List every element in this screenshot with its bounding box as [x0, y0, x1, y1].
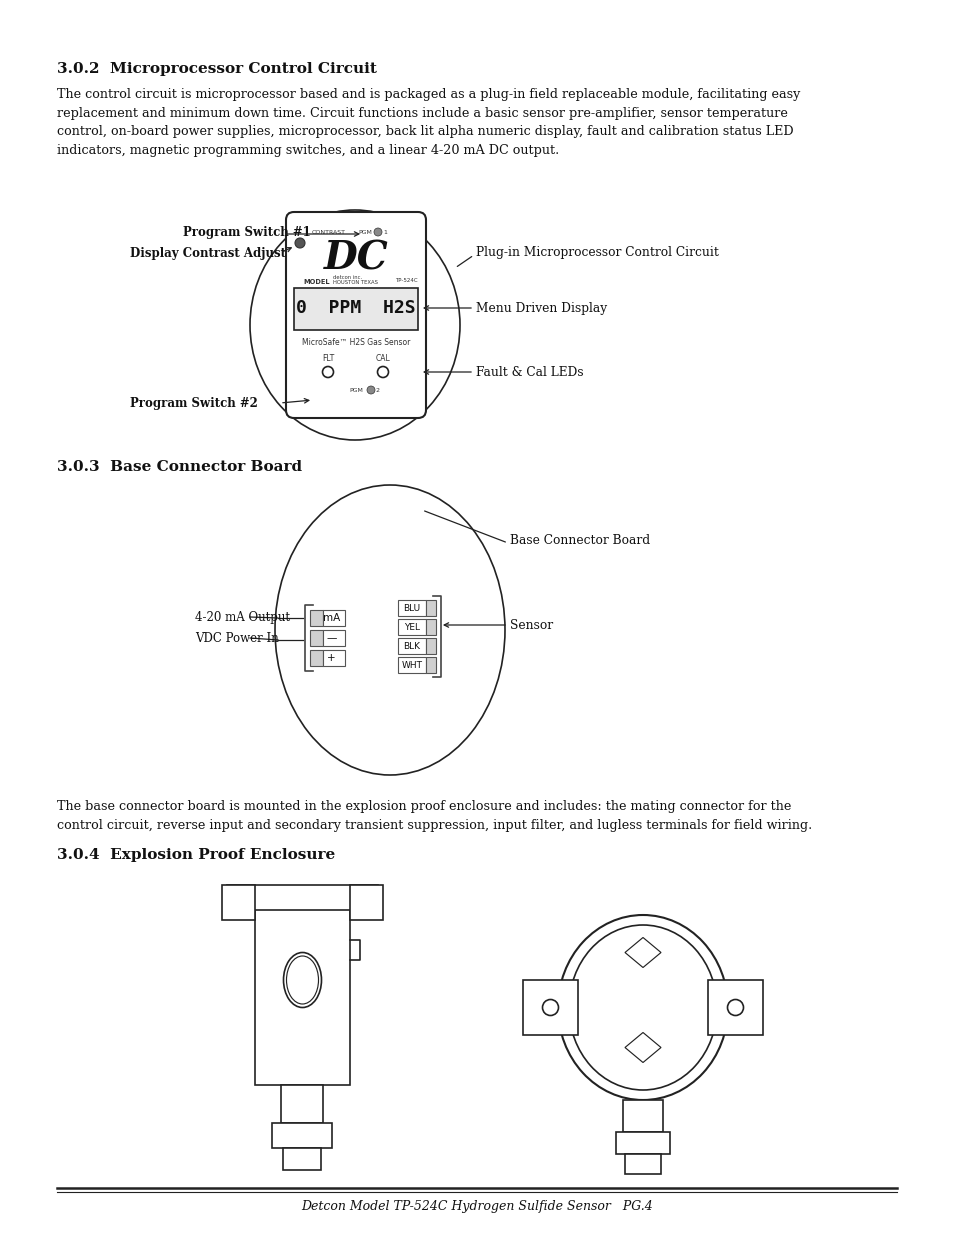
Bar: [254, 895, 350, 1086]
Bar: [426, 600, 436, 616]
Text: Program Switch #2: Program Switch #2: [130, 396, 257, 410]
Text: CAL: CAL: [375, 353, 390, 363]
Text: 3.0.2  Microprocessor Control Circuit: 3.0.2 Microprocessor Control Circuit: [57, 62, 376, 77]
Bar: [350, 885, 382, 920]
Text: Sensor: Sensor: [510, 619, 553, 631]
Text: 1: 1: [382, 230, 387, 235]
Bar: [310, 630, 323, 646]
Text: BLU: BLU: [403, 604, 420, 613]
Bar: [310, 650, 323, 666]
Bar: [616, 1132, 669, 1153]
Bar: [707, 981, 762, 1035]
Text: 0  PPM  H2S: 0 PPM H2S: [295, 299, 416, 317]
Bar: [294, 288, 417, 330]
Bar: [397, 600, 426, 616]
Text: MODEL: MODEL: [303, 279, 330, 285]
Text: Plug-in Microprocessor Control Circuit: Plug-in Microprocessor Control Circuit: [476, 246, 719, 258]
FancyBboxPatch shape: [286, 212, 426, 417]
Text: Program Switch #1: Program Switch #1: [183, 226, 311, 238]
Text: DC: DC: [323, 240, 388, 277]
Bar: [222, 885, 254, 920]
Text: mA: mA: [322, 613, 340, 622]
Bar: [310, 610, 323, 626]
Bar: [323, 610, 345, 626]
Text: FLT: FLT: [321, 353, 334, 363]
Bar: [624, 1153, 660, 1174]
Text: 4-20 mA Output: 4-20 mA Output: [194, 610, 290, 624]
Bar: [426, 638, 436, 655]
Bar: [522, 981, 578, 1035]
Text: YEL: YEL: [403, 622, 419, 631]
Bar: [323, 630, 345, 646]
Text: —: —: [326, 634, 336, 643]
Bar: [397, 657, 426, 673]
Text: Detcon Model TP-524C Hydrogen Sulfide Sensor   PG.4: Detcon Model TP-524C Hydrogen Sulfide Se…: [301, 1200, 652, 1214]
Bar: [426, 619, 436, 635]
Text: WHT: WHT: [401, 661, 422, 669]
Text: CONTRAST: CONTRAST: [312, 230, 346, 235]
Bar: [397, 619, 426, 635]
Text: BLK: BLK: [403, 641, 420, 651]
Text: Menu Driven Display: Menu Driven Display: [476, 301, 606, 315]
Text: detcon inc.
HOUSTON TEXAS: detcon inc. HOUSTON TEXAS: [333, 274, 377, 285]
Text: TP-524C: TP-524C: [395, 278, 417, 283]
Bar: [273, 1123, 333, 1149]
Text: The base connector board is mounted in the explosion proof enclosure and include: The base connector board is mounted in t…: [57, 800, 811, 831]
Text: MicroSafe™ H2S Gas Sensor: MicroSafe™ H2S Gas Sensor: [301, 337, 410, 347]
Bar: [323, 650, 345, 666]
Text: 3.0.3  Base Connector Board: 3.0.3 Base Connector Board: [57, 459, 302, 474]
Text: Base Connector Board: Base Connector Board: [510, 534, 649, 547]
Text: PGM: PGM: [357, 230, 372, 235]
Text: VDC Power In: VDC Power In: [194, 631, 278, 645]
Text: The control circuit is microprocessor based and is packaged as a plug-in field r: The control circuit is microprocessor ba…: [57, 88, 800, 157]
Bar: [281, 1086, 323, 1123]
Text: Fault & Cal LEDs: Fault & Cal LEDs: [476, 366, 583, 378]
Text: Display Contrast Adjust: Display Contrast Adjust: [130, 247, 286, 259]
Bar: [426, 657, 436, 673]
Circle shape: [294, 238, 305, 248]
Circle shape: [374, 228, 381, 236]
Bar: [227, 885, 377, 910]
Bar: [397, 638, 426, 655]
Text: 3.0.4  Explosion Proof Enclosure: 3.0.4 Explosion Proof Enclosure: [57, 848, 335, 862]
Text: 2: 2: [375, 388, 379, 393]
Bar: [622, 1100, 662, 1132]
Text: PGM: PGM: [349, 388, 362, 393]
Circle shape: [367, 387, 375, 394]
Text: +: +: [327, 653, 335, 663]
Bar: [283, 1149, 321, 1170]
